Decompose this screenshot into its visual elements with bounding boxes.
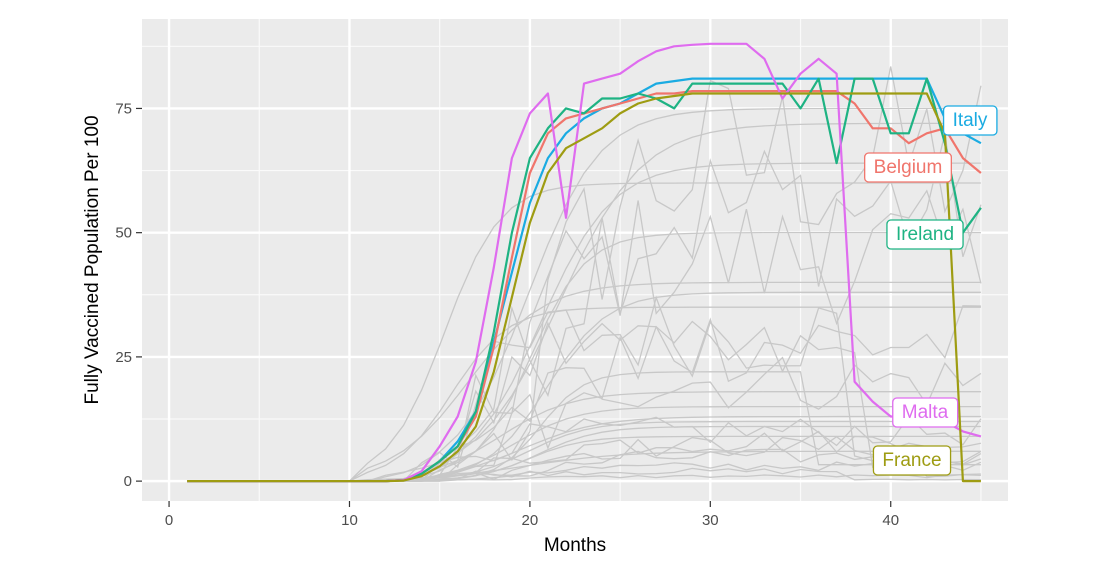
- series-label-box: [886, 219, 964, 250]
- background-series-group: [187, 66, 982, 482]
- series-label-box: [864, 152, 952, 183]
- series-label-box: [872, 445, 952, 476]
- series-labels-group: Italy Belgium Ireland Malta France: [864, 105, 998, 476]
- series-label-text: Ireland: [896, 224, 954, 245]
- series-label-box: [942, 105, 998, 136]
- y-axis-title: Fully Vaccined Population Per 100: [82, 115, 103, 404]
- x-tick-label: 0: [165, 512, 173, 529]
- series-line-france: [187, 92, 981, 483]
- series-label-text: Italy: [953, 110, 988, 131]
- series-label-france: France: [872, 445, 952, 476]
- y-tick-label: 75: [115, 100, 132, 117]
- series-label-box: [892, 397, 959, 428]
- plot-panel: [142, 19, 1008, 501]
- grid: [142, 19, 1008, 501]
- y-tick-label: 50: [115, 225, 132, 242]
- x-tick-label: 20: [522, 512, 539, 529]
- series-label-text: France: [882, 450, 941, 471]
- x-tick-label: 40: [882, 512, 899, 529]
- x-tick-label: 30: [702, 512, 719, 529]
- highlighted-series-group: [187, 42, 982, 483]
- series-label-belgium: Belgium: [864, 152, 952, 183]
- y-tick-label: 25: [115, 349, 132, 366]
- series-label-ireland: Ireland: [886, 219, 964, 250]
- series-label-text: Malta: [902, 402, 949, 423]
- x-tick-label: 10: [341, 512, 358, 529]
- series-label-italy: Italy: [942, 105, 998, 136]
- y-tick-label: 0: [124, 473, 132, 490]
- series-label-text: Belgium: [874, 157, 943, 178]
- x-axis-title: Months: [544, 535, 606, 556]
- series-label-malta: Malta: [892, 397, 959, 428]
- axes: 0 10 20 30 40 0 25 50 75: [115, 100, 899, 529]
